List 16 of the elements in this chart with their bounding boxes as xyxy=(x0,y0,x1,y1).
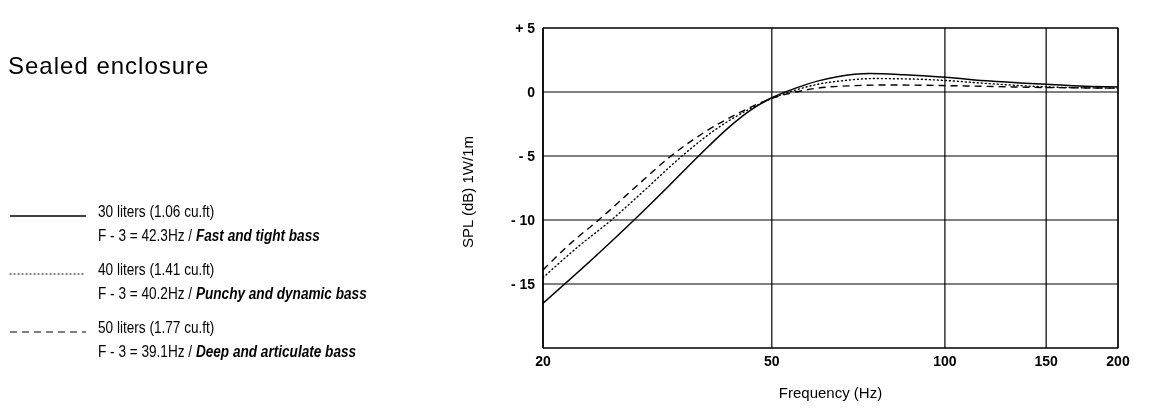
y-tick-label: - 10 xyxy=(510,211,536,228)
x-axis-title: Frequency (Hz) xyxy=(778,384,883,401)
y-tick-label: + 5 xyxy=(515,19,536,36)
y-axis-title: SPL (dB) 1W/1m xyxy=(459,136,477,248)
text: Sealed enclosure xyxy=(8,52,211,80)
y-tick-label: - 5 xyxy=(518,147,536,164)
x-tick-label: 200 xyxy=(1106,352,1130,369)
x-tick-label: 20 xyxy=(535,352,551,369)
legend-label: 30 liters (1.06 cu.ft) F - 3 = 42.3Hz / Fast and tight bass xyxy=(98,202,320,246)
x-tick-label: 100 xyxy=(933,352,957,369)
y-tick-label: - 15 xyxy=(510,275,536,292)
x-tick-label: 50 xyxy=(764,352,780,369)
y-tick-label: 0 xyxy=(527,83,536,100)
legend-label: 50 liters (1.77 cu.ft) F - 3 = 39.1Hz / Deep and articulate bass xyxy=(98,318,357,362)
x-tick-label: 150 xyxy=(1034,352,1059,369)
legend-label: 40 liters (1.41 cu.ft) F - 3 = 40.2Hz / Punchy and dynamic bass xyxy=(98,260,367,304)
